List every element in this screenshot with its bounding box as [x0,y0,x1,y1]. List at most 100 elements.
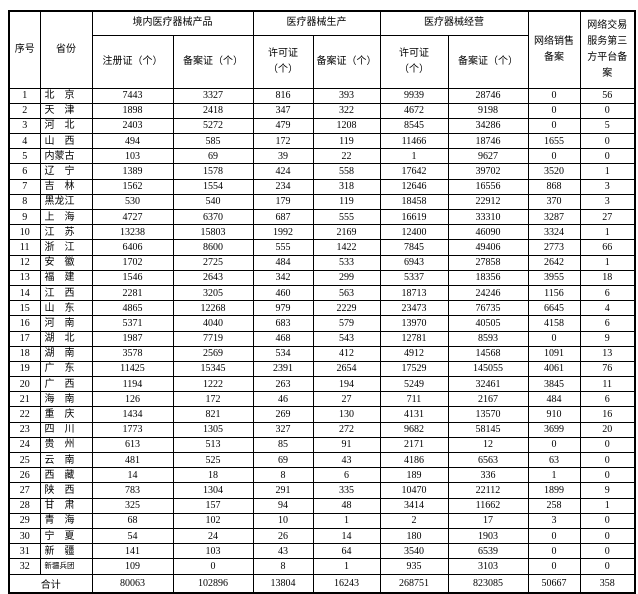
cell-value: 0 [527,330,581,347]
cell-value: 0 [527,87,581,104]
cell-value: 979 [252,300,314,317]
header-sub-row: 注册证（个） 备案证（个） 许可证 （个） 备案证（个） 许可证 （个） 备案证… [9,34,635,89]
cell-row-number: 10 [8,224,41,241]
cell-value: 0 [527,543,581,560]
cell-value: 3578 [91,345,174,362]
cell-value: 484 [527,391,581,408]
cell-value: 563 [312,284,381,302]
cell-province: 河 南 [39,315,93,332]
cell-province: 青 海 [39,512,93,529]
cell-province: 重 庆 [39,406,93,423]
cell-value: 1156 [527,284,581,302]
cell-value: 5337 [379,269,449,286]
cell-value: 3 [527,512,581,529]
cell-value: 1208 [312,117,381,135]
cell-value: 43 [252,543,314,560]
cell-value: 272 [312,421,381,438]
cell-value: 3205 [172,284,254,302]
cell-value: 0 [527,436,581,454]
cell-value: 0 [579,558,636,575]
cell-value: 23473 [379,300,449,317]
table-row: 18 湖 南 3578 2569 534 412 4912 14568 1091 13 [8,345,636,362]
cell-row-number: 22 [8,406,41,423]
cell-province: 宁 夏 [39,527,93,545]
cell-province: 四 川 [39,421,93,438]
cell-value: 1987 [91,330,174,347]
cell-value: 1 [312,512,381,529]
table-row: 5 内蒙古 103 69 39 22 1 9627 0 0 [8,148,636,165]
cell-value: 393 [312,87,381,104]
cell-province: 广 西 [39,376,93,393]
header-province: 省份 [39,10,93,89]
cell-value: 11662 [447,497,529,514]
cell-value: 14 [91,467,174,484]
cell-value: 5249 [379,376,449,393]
cell-value: 33310 [447,208,529,226]
cell-value: 27 [312,391,381,408]
table-row: 27 陕 西 783 1304 291 335 10470 22112 1899 9 [8,482,636,499]
cell-value: 1389 [91,163,174,180]
cell-value: 103 [172,543,254,560]
cell-value: 69 [172,148,254,165]
cell-value: 234 [252,178,314,195]
total-row: 合计 80063 102896 13804 16243 268751 82308… [8,573,636,593]
cell-value: 370 [527,193,581,211]
cell-value: 3699 [527,421,581,438]
cell-province: 新疆兵团 [39,558,93,575]
cell-value: 13238 [91,224,174,241]
cell-province: 浙 江 [39,239,93,256]
cell-value: 579 [312,315,381,332]
cell-value: 0 [579,527,636,545]
cell-row-number: 25 [8,451,41,469]
cell-value: 534 [252,345,314,362]
header-production-filing-cert: 备案证（个） [312,34,381,89]
cell-value: 9627 [447,148,529,165]
cell-row-number: 27 [8,482,41,499]
cell-value: 39 [252,148,314,165]
cell-value: 2171 [379,436,449,454]
cell-province: 山 西 [39,133,93,150]
total-value-registration: 80063 [91,573,174,593]
cell-value: 6539 [447,543,529,560]
cell-value: 13 [579,345,636,362]
table-row: 21 海 南 126 172 46 27 711 2167 484 6 [8,391,636,408]
cell-row-number: 4 [8,133,41,150]
cell-value: 1554 [172,178,254,195]
cell-value: 18713 [379,284,449,302]
cell-row-number: 7 [8,178,41,195]
cell-row-number: 14 [8,284,41,302]
cell-province: 山 东 [39,300,93,317]
cell-value: 2654 [312,360,381,378]
cell-value: 291 [252,482,314,499]
cell-value: 3 [579,193,636,211]
cell-value: 15803 [172,224,254,241]
cell-value: 18746 [447,133,529,150]
cell-value: 484 [252,254,314,271]
cell-value: 0 [579,148,636,165]
cell-value: 0 [579,102,636,119]
cell-row-number: 3 [8,117,41,135]
cell-row-number: 29 [8,512,41,529]
table-row: 11 浙 江 6406 8600 555 1422 7845 49406 2773 66 [8,239,636,256]
cell-value: 1562 [91,178,174,195]
cell-value: 12646 [379,178,449,195]
cell-value: 18458 [379,193,449,211]
cell-province: 湖 南 [39,345,93,362]
cell-value: 26 [252,527,314,545]
cell-value: 14 [312,527,381,545]
cell-value: 10 [252,512,314,529]
cell-value: 15345 [172,360,254,378]
cell-value: 1655 [527,133,581,150]
cell-value: 258 [527,497,581,514]
cell-value: 7719 [172,330,254,347]
cell-province: 上 海 [39,208,93,226]
cell-row-number: 24 [8,436,41,454]
cell-value: 299 [312,269,381,286]
cell-value: 327 [252,421,314,438]
cell-value: 3414 [379,497,449,514]
cell-value: 3327 [172,87,254,104]
cell-row-number: 8 [8,193,41,211]
cell-value: 6 [579,315,636,332]
cell-province: 天 津 [39,102,93,119]
